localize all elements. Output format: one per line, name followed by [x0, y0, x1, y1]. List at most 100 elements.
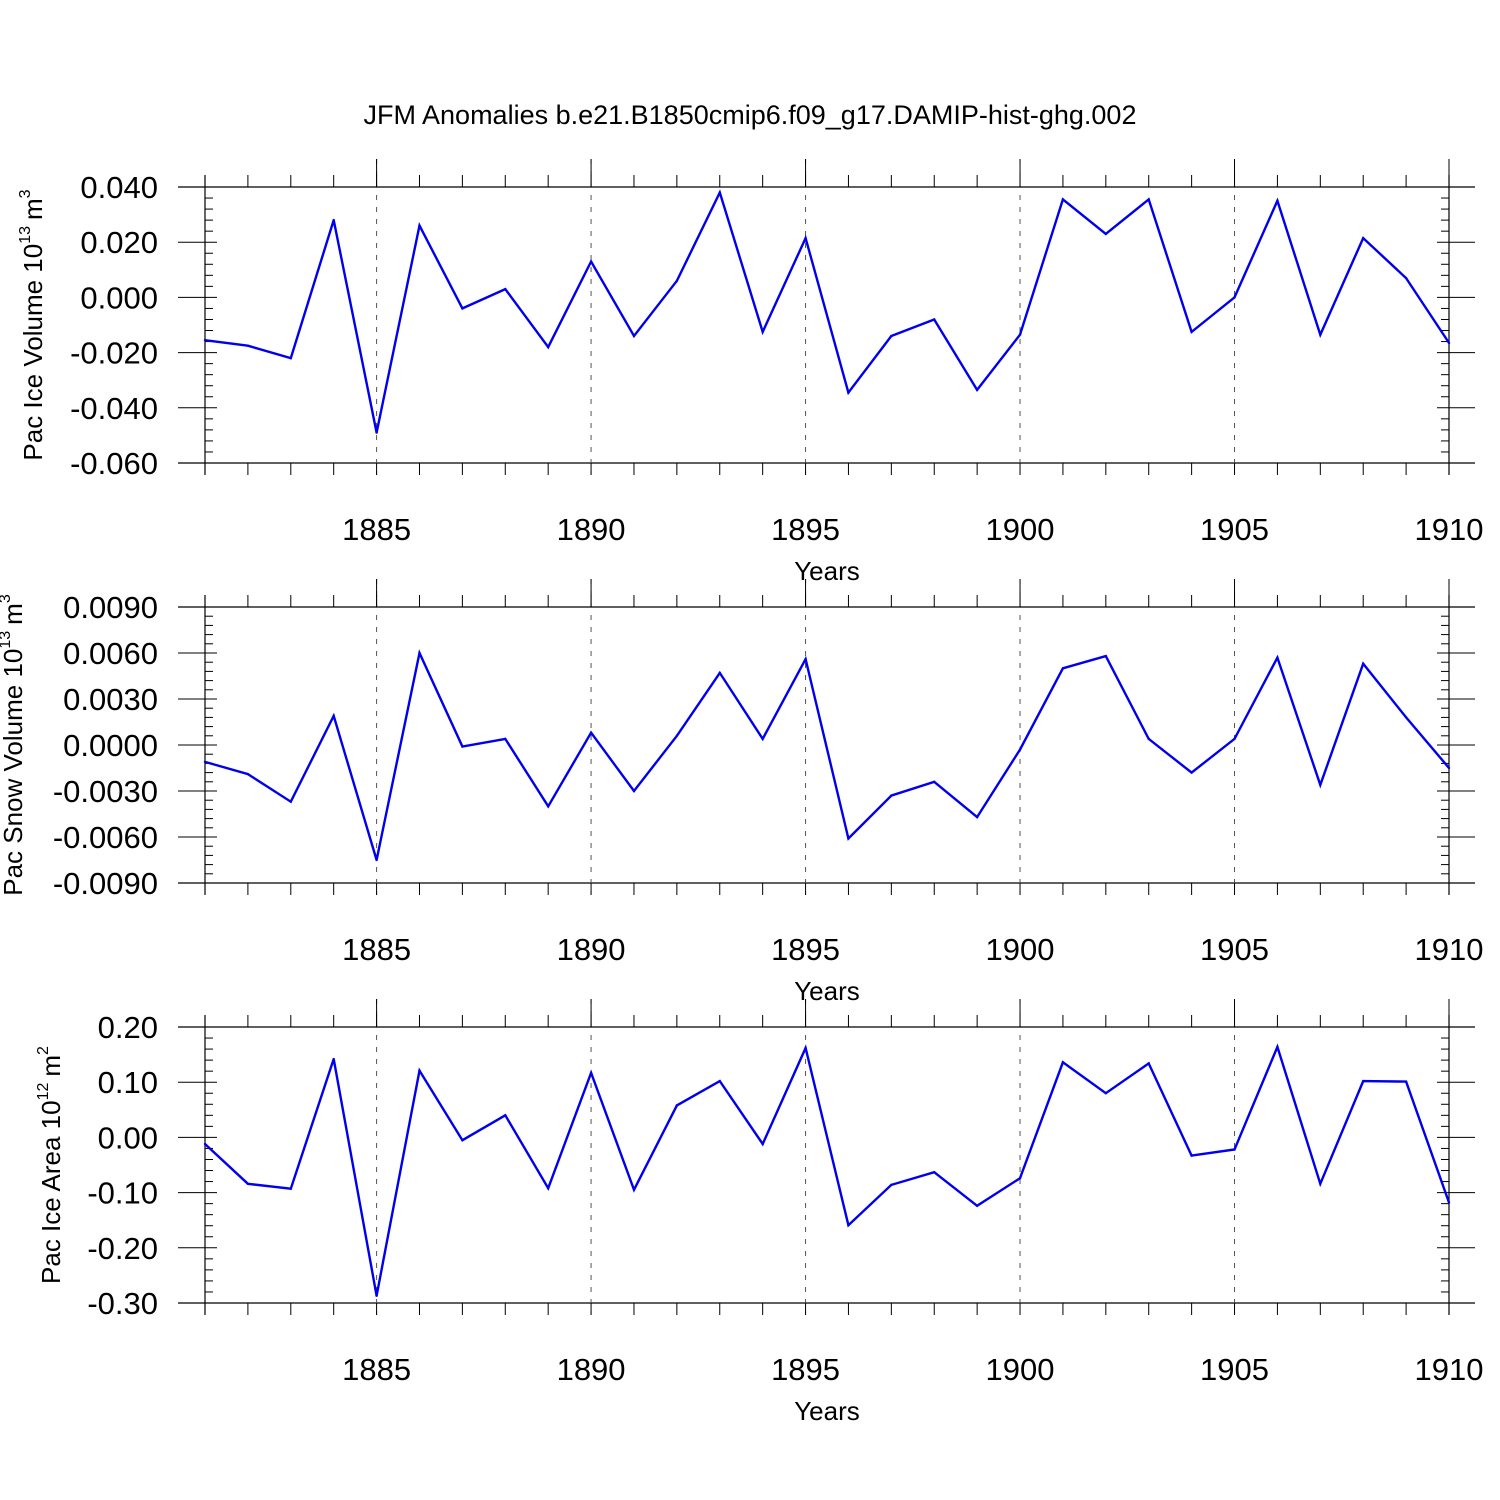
x-tick-label: 1885: [342, 512, 411, 547]
data-point: [546, 345, 550, 349]
data-point: [632, 789, 636, 793]
x-tick-label: 1890: [557, 932, 626, 967]
x-tick-label: 1900: [986, 1352, 1055, 1387]
x-axis-title: Years: [794, 1396, 860, 1426]
data-point: [847, 391, 850, 394]
data-point: [761, 330, 764, 334]
y-tick-label: -0.060: [70, 446, 158, 481]
y-tick-label: 0.10: [98, 1065, 158, 1100]
data-point: [1276, 1045, 1279, 1049]
data-point: [675, 734, 679, 737]
y-axis-title: Pac Snow Volume 1013 m3: [0, 594, 28, 896]
data-point: [1404, 716, 1408, 719]
y-tick-label: 0.0030: [63, 682, 158, 717]
data-point: [675, 279, 679, 283]
y-axis-title-text: Pac Ice Area 10: [36, 1100, 66, 1284]
y-axis-title-unit: m: [0, 603, 28, 625]
data-point: [246, 344, 250, 347]
data-point: [804, 1046, 807, 1050]
data-point: [461, 745, 464, 748]
series-line: [204, 1043, 1451, 1297]
data-point: [332, 714, 335, 718]
y-tick-label: -0.020: [70, 336, 158, 371]
chart-panel-2: -0.0090 -0.0060 -0.0030 0.0000 0.0030 0.0060 0…: [0, 579, 1483, 1006]
data-point: [1319, 783, 1322, 787]
y-tick-label: -0.0030: [53, 774, 158, 809]
data-point: [1404, 276, 1408, 280]
y-axis-title-unit-exponent: 2: [35, 1046, 52, 1055]
data-point: [975, 1204, 979, 1208]
y-tick-label: 0.0060: [63, 636, 158, 671]
x-tick-label: 1900: [986, 512, 1055, 547]
x-tick-label: 1910: [1415, 1352, 1484, 1387]
data-point: [1018, 748, 1022, 751]
series-line: [204, 649, 1450, 861]
data-point: [718, 1079, 721, 1083]
data-point: [847, 837, 850, 840]
data-point: [332, 218, 335, 222]
data-point: [933, 780, 936, 783]
data-point: [632, 1188, 636, 1192]
y-axis-title-exponent: 13: [0, 631, 14, 649]
x-tick-label: 1900: [986, 932, 1055, 967]
y-tick-label: 0.0000: [63, 728, 158, 763]
x-tick-label: 1890: [557, 512, 626, 547]
data-point: [1233, 737, 1236, 741]
data-point: [847, 1223, 850, 1227]
data-point: [1018, 1177, 1022, 1180]
x-tick-label: 1910: [1415, 512, 1484, 547]
data-point: [1233, 296, 1236, 299]
x-tick-label: 1905: [1200, 1352, 1269, 1387]
data-point: [1061, 1061, 1065, 1064]
data-point: [375, 431, 378, 434]
data-point: [1190, 771, 1193, 774]
data-point: [589, 1071, 593, 1075]
data-point: [461, 307, 464, 310]
y-tick-label: 0.00: [98, 1120, 158, 1155]
data-point: [675, 1104, 679, 1107]
y-axis-title: Pac Ice Volume 1013 m3: [17, 189, 48, 460]
data-point: [1362, 236, 1365, 240]
x-tick-label: 1895: [771, 932, 840, 967]
data-point: [1447, 1201, 1451, 1204]
x-tick-label: 1910: [1415, 932, 1484, 967]
y-tick-label: 0.20: [98, 1010, 158, 1045]
data-point: [1104, 654, 1108, 658]
data-point: [1233, 1148, 1236, 1151]
series-line: [204, 189, 1451, 433]
data-point: [1190, 1154, 1193, 1157]
x-tick-label: 1905: [1200, 932, 1269, 967]
x-tick-label: 1905: [1200, 512, 1269, 547]
data-point: [933, 1170, 936, 1174]
y-tick-label: 0.0090: [63, 590, 158, 625]
x-tick-label: 1885: [342, 932, 411, 967]
data-point: [890, 794, 893, 797]
y-axis-title-unit: m: [18, 198, 48, 220]
x-tick-label: 1895: [771, 512, 840, 547]
data-point: [589, 731, 593, 734]
data-point: [718, 191, 721, 194]
data-point: [504, 287, 507, 291]
data-point: [504, 1114, 507, 1117]
x-axis-title: Years: [794, 976, 860, 1006]
data-point: [289, 1187, 292, 1190]
data-point: [504, 737, 507, 741]
data-point: [1104, 1092, 1108, 1095]
data-point: [289, 356, 292, 360]
chart-title: JFM Anomalies b.e21.B1850cmip6.f09_g17.D…: [364, 100, 1137, 130]
data-point: [890, 334, 893, 338]
data-point: [418, 651, 421, 655]
data-point: [1362, 662, 1365, 665]
y-axis-title-unit-exponent: 3: [0, 594, 14, 603]
data-point: [933, 318, 936, 321]
data-point: [1147, 1062, 1150, 1065]
data-point: [589, 260, 593, 263]
data-point: [1190, 330, 1193, 334]
data-point: [1447, 341, 1451, 345]
data-point: [761, 737, 764, 741]
data-point: [1147, 737, 1150, 741]
data-point: [718, 671, 721, 675]
chart-panel-1: -0.060 -0.040 -0.020 0.000 0.020 0.040 1885 189…: [17, 159, 1483, 586]
